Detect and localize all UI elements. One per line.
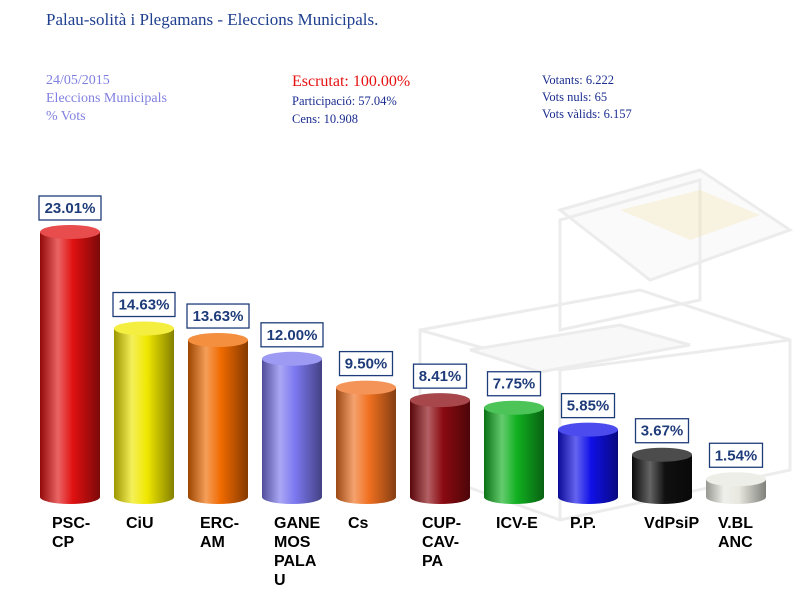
escrutat-status: Escrutat: 100.00% — [292, 73, 411, 90]
category-label: MOS — [274, 534, 311, 551]
bar-2 — [188, 333, 248, 504]
bar-1 — [114, 321, 174, 504]
bar-body — [706, 479, 766, 504]
bar-top — [40, 225, 100, 239]
value-label: 23.01% — [45, 200, 96, 217]
category-label: GANE — [274, 515, 321, 532]
cens: Cens: 10.908 — [292, 112, 358, 126]
election-type: Eleccions Municipals — [46, 91, 167, 106]
bar-6 — [484, 400, 544, 504]
bar-top — [336, 380, 396, 395]
category-label: VdPsiP — [644, 515, 699, 532]
value-label-box — [260, 322, 324, 348]
bar-body — [188, 340, 248, 504]
category-label: P.P. — [570, 515, 596, 532]
bar-top — [114, 321, 174, 336]
category-label: CUP- — [422, 515, 461, 532]
category-label: U — [274, 572, 286, 589]
value-label-box — [412, 363, 468, 389]
votants: Votants: 6.222 — [542, 73, 614, 87]
bar-body — [558, 429, 618, 504]
category-label: V.BL — [718, 515, 753, 532]
count-info: Escrutat: 100.00% Participació: 57.04% C… — [292, 72, 410, 128]
bar-body — [40, 232, 100, 504]
value-label-box — [112, 291, 176, 318]
page-title: Palau-solità i Plegamans - Eleccions Mun… — [46, 10, 379, 29]
bar-7 — [558, 422, 618, 504]
bar-body — [262, 358, 322, 504]
bar-top — [262, 351, 322, 366]
bar-3 — [262, 351, 322, 504]
category-label: PALA — [274, 553, 317, 570]
election-info: 24/05/2015 Eleccions Municipals % Vots — [46, 72, 167, 126]
bar-body — [632, 454, 692, 504]
vots-valids: Vots vàlids: 6.157 — [542, 107, 632, 121]
value-label-box — [38, 195, 102, 221]
bar-5 — [410, 393, 470, 504]
election-date: 24/05/2015 — [46, 73, 110, 88]
bar-top — [632, 447, 692, 462]
value-label: 5.85% — [567, 398, 610, 415]
bar-top — [558, 422, 618, 437]
value-label-box — [560, 392, 616, 419]
vote-totals: Votants: 6.222 Vots nuls: 65 Vots vàlids… — [542, 72, 632, 123]
value-label: 7.75% — [493, 376, 536, 393]
category-label: CAV- — [422, 534, 459, 551]
bar-9 — [706, 472, 766, 504]
value-label: 3.67% — [641, 423, 684, 440]
bar-top — [188, 333, 248, 348]
category-label: PSC- — [52, 515, 90, 532]
bar-4 — [336, 380, 396, 504]
value-label: 14.63% — [119, 297, 170, 314]
category-label: AM — [200, 534, 225, 551]
value-label: 12.00% — [267, 327, 318, 344]
bar-body — [336, 387, 396, 504]
value-label-box — [486, 371, 542, 397]
participacio: Participació: 57.04% — [292, 94, 397, 108]
bar-top — [484, 400, 544, 415]
bar-0 — [40, 225, 100, 504]
value-label: 9.50% — [345, 356, 388, 373]
bar-8 — [632, 447, 692, 504]
value-label-box — [186, 303, 250, 329]
value-label: 13.63% — [193, 308, 244, 325]
category-label: ANC — [718, 534, 753, 551]
vots-nuls: Vots nuls: 65 — [542, 90, 608, 104]
bar-top — [706, 472, 766, 487]
category-label: ERC- — [200, 515, 239, 532]
category-label: Cs — [348, 515, 369, 532]
value-label-box — [708, 442, 764, 468]
value-label: 8.41% — [419, 368, 462, 385]
category-label: CiU — [126, 515, 154, 532]
bar-body — [484, 407, 544, 504]
bar-top — [410, 393, 470, 408]
value-label-box — [338, 350, 394, 377]
value-label: 1.54% — [715, 447, 758, 464]
chart-unit: % Vots — [46, 109, 86, 124]
category-label: CP — [52, 534, 75, 551]
value-label-box — [634, 418, 690, 444]
category-label: ICV-E — [496, 515, 538, 532]
category-label: PA — [422, 553, 443, 570]
bar-body — [410, 400, 470, 504]
bar-body — [114, 328, 174, 504]
